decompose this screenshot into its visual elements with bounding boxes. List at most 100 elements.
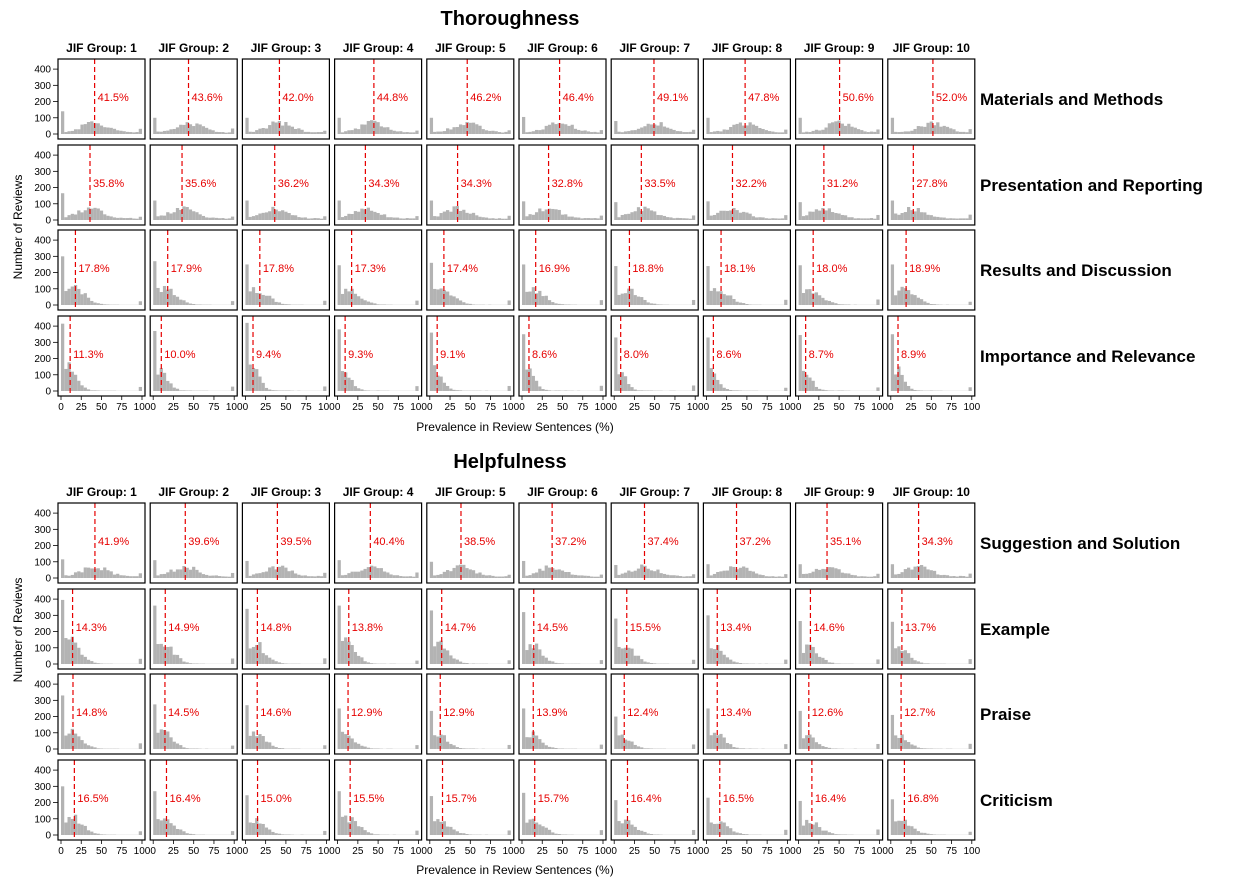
histogram-bar <box>653 124 657 134</box>
group-title: JIF Group: 6 <box>527 485 598 499</box>
x-tick-label: 75 <box>208 402 220 413</box>
panel-frame <box>57 144 146 226</box>
histogram-bar <box>910 657 914 664</box>
histogram-bar <box>208 575 212 578</box>
histogram-panel: 8.6% <box>702 315 792 397</box>
histogram-bar <box>248 131 252 134</box>
median-label: 13.4% <box>720 707 751 719</box>
x-tick-label: 50 <box>280 846 292 857</box>
histogram-bar <box>452 745 456 749</box>
histogram-bar <box>709 822 713 835</box>
histogram-bar <box>116 573 120 578</box>
histogram-bar <box>70 371 74 391</box>
group-title: JIF Group: 7 <box>619 41 690 55</box>
histogram-bar <box>929 570 933 578</box>
histogram-bar <box>373 211 377 220</box>
histogram-bar <box>926 663 930 664</box>
histogram-bar <box>534 572 539 578</box>
histogram-bar <box>96 663 100 664</box>
histogram-panel: 46.2% <box>426 58 515 140</box>
histogram-bar <box>808 289 812 305</box>
histogram-bar <box>824 830 828 835</box>
histogram-bar <box>742 566 746 578</box>
histogram-bar <box>360 298 364 305</box>
histogram-bar <box>627 740 631 749</box>
histogram-bar <box>709 575 713 578</box>
histogram-bar <box>722 210 726 220</box>
histogram-panel: 8.9% <box>887 315 976 397</box>
histogram-bar <box>281 303 285 305</box>
histogram-bar <box>551 568 555 578</box>
histogram-bar <box>96 208 100 220</box>
histogram-bar <box>538 824 542 835</box>
median-label: 35.8% <box>93 178 124 190</box>
y-axis-title: Number of Reviews <box>11 578 25 683</box>
histogram-bar <box>300 217 304 220</box>
histogram-bar <box>462 209 466 220</box>
histogram-bar <box>323 386 327 391</box>
histogram-bar <box>712 373 717 391</box>
histogram-bar <box>264 295 269 305</box>
histogram-bar <box>353 742 358 749</box>
histogram-bar <box>834 303 838 305</box>
median-label: 16.5% <box>77 793 108 805</box>
histogram-bar <box>96 568 100 578</box>
histogram-bar <box>798 621 802 664</box>
histogram-bar <box>547 660 552 664</box>
histogram-bar <box>679 218 683 220</box>
histogram-bar <box>942 125 946 134</box>
histogram-bar <box>894 213 898 220</box>
histogram-bar <box>337 560 341 578</box>
histogram-bar <box>376 568 380 578</box>
histogram-bar <box>590 132 594 134</box>
panel-frame <box>794 58 884 140</box>
histogram-bar <box>73 733 78 749</box>
histogram-bar <box>221 132 225 134</box>
histogram-bar <box>458 833 463 835</box>
histogram-bar <box>138 128 142 134</box>
histogram-panel: 31.2% <box>794 144 884 226</box>
histogram-bar <box>557 834 561 835</box>
histogram-panel: 14.7% <box>426 588 515 670</box>
group-title: JIF Group: 5 <box>435 41 506 55</box>
x-tick-label: 100 <box>226 402 243 413</box>
histogram-bar <box>897 573 901 578</box>
histogram-panel: 52.0% <box>887 58 976 140</box>
x-tick-label: 0 <box>519 846 525 857</box>
histogram-bar <box>544 295 548 305</box>
x-tick-label: 100 <box>779 846 796 857</box>
histogram-bar <box>290 126 294 134</box>
histogram-bar <box>439 376 443 391</box>
histogram-bar <box>255 369 259 391</box>
histogram-bar <box>567 571 571 578</box>
histogram-bar <box>847 573 851 578</box>
histogram-bar <box>682 576 686 578</box>
histogram-bar <box>363 746 367 749</box>
histogram-bar <box>366 662 370 664</box>
histogram-bar <box>195 212 199 220</box>
histogram-bar <box>156 732 160 749</box>
histogram-bar <box>310 132 314 134</box>
histogram-bar <box>808 132 812 134</box>
histogram-bar <box>412 218 416 220</box>
histogram-bar <box>646 208 650 220</box>
median-label: 34.3% <box>368 178 399 190</box>
histogram-bar <box>627 570 631 578</box>
median-label: 18.0% <box>816 263 847 275</box>
x-tick-label: 25 <box>813 846 825 857</box>
median-label: 27.8% <box>916 178 947 190</box>
histogram-panel: 17.4% <box>426 229 515 311</box>
histogram-bar <box>564 571 568 578</box>
median-label: 49.1% <box>657 92 688 104</box>
histogram-bar <box>436 574 440 578</box>
histogram-panel: 12.9% <box>426 673 515 755</box>
histogram-bar <box>764 576 768 578</box>
x-tick-label: 0 <box>796 846 802 857</box>
histogram-bar <box>876 743 880 749</box>
histogram-bar <box>798 800 802 835</box>
histogram-bar <box>109 127 113 134</box>
histogram-bar <box>801 292 806 305</box>
histogram-bar <box>405 132 409 134</box>
x-tick-label: 25 <box>260 846 272 857</box>
histogram-panel: 9.4% <box>241 315 330 397</box>
